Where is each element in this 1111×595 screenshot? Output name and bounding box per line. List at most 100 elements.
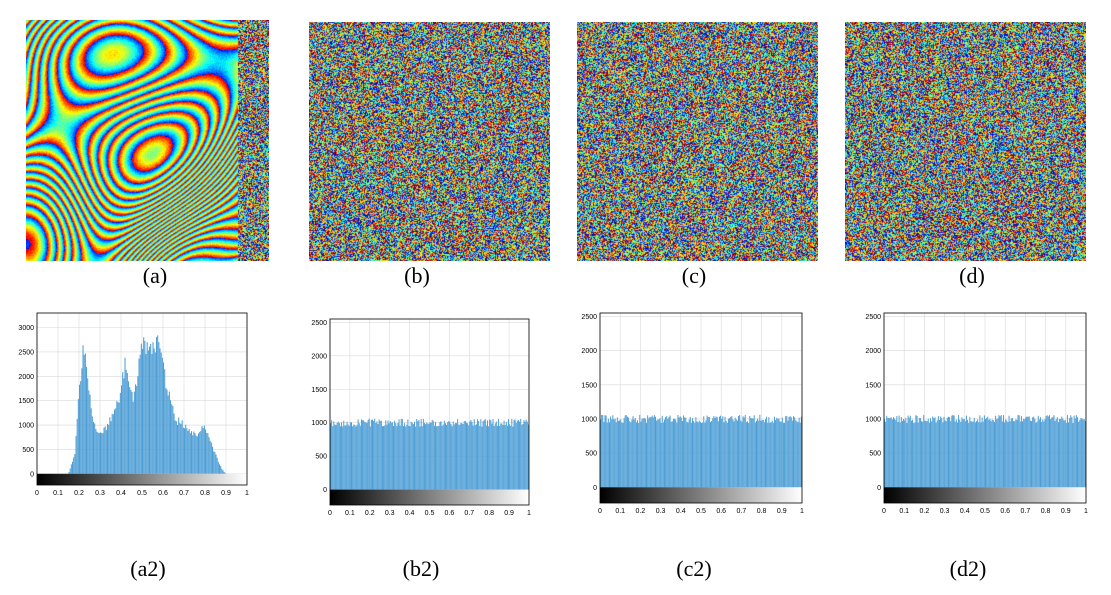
histogram-bar: [124, 357, 126, 474]
histogram-bar: [986, 417, 988, 488]
histogram-bar: [711, 421, 713, 488]
histogram-bar: [1077, 417, 1079, 488]
histogram-b2: 0 0.1 0.2 0.3 0.4 0.5 0.6 0.7 0.8 0.9 1 0 500 1000 150…: [310, 310, 538, 530]
histogram-bar: [473, 419, 475, 490]
histogram-bar: [708, 417, 710, 488]
histogram-bar: [897, 421, 899, 488]
histogram-bar: [507, 419, 509, 490]
histogram-bar: [416, 418, 418, 490]
histogram-bar: [752, 418, 754, 488]
histogram-bar: [786, 415, 788, 488]
histogram-bar: [647, 415, 649, 488]
histogram-bar: [95, 428, 97, 474]
histogram-bar: [79, 384, 81, 474]
histogram-bar: [136, 385, 138, 474]
histogram-bar: [520, 418, 522, 490]
histogram-bar: [461, 423, 463, 490]
x-tick-label: 0.1: [345, 510, 355, 517]
histogram-bar: [952, 414, 954, 488]
histogram-bar: [958, 415, 960, 488]
histogram-bar: [942, 422, 944, 488]
histogram-bar: [396, 426, 398, 490]
histogram-bar: [417, 421, 419, 490]
histogram-bar: [438, 425, 440, 490]
histogram-bar: [175, 421, 177, 474]
histogram-bar: [950, 421, 952, 488]
histogram-bar: [999, 416, 1001, 488]
histogram-bar: [80, 380, 82, 474]
histogram-bar: [896, 416, 898, 488]
histogram-bar: [186, 428, 188, 474]
x-tick-label: 0.9: [777, 508, 787, 515]
histogram-bar: [358, 423, 360, 490]
histogram-bar: [164, 369, 166, 474]
histogram-bar: [768, 417, 770, 488]
histogram-bar: [684, 417, 686, 488]
histogram-bar: [496, 425, 498, 490]
histogram-bar: [454, 422, 456, 490]
histogram-bar: [193, 431, 195, 474]
histogram-bar: [1075, 415, 1077, 488]
histogram-bar: [399, 425, 401, 490]
histogram-bar: [912, 419, 914, 488]
histogram-bar: [639, 414, 641, 488]
histogram-bar: [165, 387, 167, 474]
y-tick-label: 2500: [865, 314, 881, 321]
histogram-bar: [203, 425, 205, 474]
histogram-bar: [981, 417, 983, 488]
histogram-bar: [650, 417, 652, 488]
histogram-bar: [651, 415, 653, 488]
histogram-bar: [1043, 421, 1045, 488]
histogram-bar: [1023, 418, 1025, 488]
histogram-bar: [98, 433, 100, 474]
histogram-a2: 0 0.1 0.2 0.3 0.4 0.5 0.6 0.7 0.8 0.9 1 0 500 1000 150…: [15, 300, 260, 530]
histogram-bar: [798, 417, 800, 488]
histogram-bar: [76, 418, 78, 474]
histogram-bar: [156, 337, 158, 474]
histogram-bar: [979, 415, 981, 488]
histogram-bar: [1025, 417, 1027, 488]
histogram-bar: [180, 424, 182, 474]
histogram-bar: [100, 432, 102, 474]
histogram-bar: [166, 389, 168, 474]
histogram-bar: [642, 418, 644, 488]
histogram-bar: [1033, 416, 1035, 488]
histogram-bar: [607, 418, 609, 488]
histogram-bar: [527, 424, 529, 490]
histogram-bar: [192, 435, 194, 474]
histogram-bar: [517, 420, 519, 490]
histogram-bar: [343, 420, 345, 490]
histogram-bar: [991, 419, 993, 488]
histogram-bar: [463, 421, 465, 490]
histogram-bar: [428, 423, 430, 490]
histogram-bar: [214, 451, 216, 474]
histogram-bar: [776, 417, 778, 488]
histogram-bar: [616, 417, 618, 488]
histogram-bar: [137, 376, 139, 474]
histogram-bar: [602, 415, 604, 488]
x-tick-label: 0.3: [95, 490, 105, 497]
histogram-bar: [731, 416, 733, 488]
histogram-bar: [628, 417, 630, 488]
histogram-bar: [216, 457, 218, 474]
histogram-bar: [739, 415, 741, 488]
histogram-bar: [170, 400, 172, 474]
histogram-bar: [196, 436, 198, 474]
histogram-bar: [626, 416, 628, 488]
histogram-bar: [380, 420, 382, 490]
histogram-bar: [458, 424, 460, 490]
histogram-bar: [921, 421, 923, 488]
histogram-bar: [75, 436, 77, 474]
histogram-bar: [1063, 420, 1065, 488]
histogram-bar: [723, 422, 725, 488]
histogram-bar: [714, 417, 716, 488]
histogram-bar: [683, 415, 685, 488]
histogram-bar: [1017, 414, 1019, 488]
histogram-bar: [785, 416, 787, 488]
histogram-bar: [1054, 421, 1056, 488]
x-tick-label: 0.9: [221, 490, 231, 497]
histogram-bar: [1035, 422, 1037, 488]
histogram-bar: [213, 451, 215, 474]
histogram-bar: [91, 416, 93, 474]
histogram-bar: [519, 421, 521, 490]
